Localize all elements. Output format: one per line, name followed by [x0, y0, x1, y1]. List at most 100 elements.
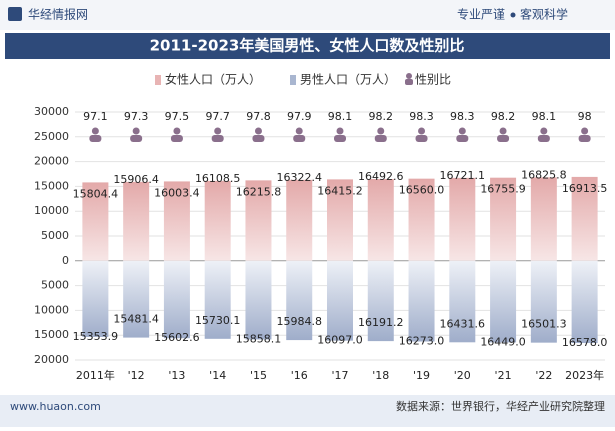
ratio-icon-part: [497, 135, 510, 142]
ratio-icon-part: [214, 127, 222, 135]
data-label: 16191.2: [358, 316, 404, 329]
ratio-icon-part: [540, 127, 548, 135]
x-tick-label: '20: [454, 369, 471, 382]
ratio-icon-part: [89, 135, 102, 142]
data-label: 16003.4: [154, 186, 200, 199]
ratio-icon-part: [458, 127, 466, 135]
slogan: 客观科学: [520, 7, 568, 22]
data-label: 16322.4: [276, 171, 322, 184]
data-label: 15481.4: [113, 313, 159, 326]
data-label: 16913.5: [562, 182, 608, 195]
data-label: 16560.0: [399, 184, 445, 197]
legend-swatch: [155, 75, 161, 85]
logo: [8, 7, 22, 21]
ratio-icon: [211, 127, 224, 142]
ratio-icon-part: [130, 135, 143, 142]
ratio-icon: [89, 127, 102, 142]
y-tick-label: 15000: [34, 328, 69, 341]
website: www.huaon.com: [10, 400, 101, 413]
y-tick-label: 20000: [34, 155, 69, 168]
data-label: 97.3: [124, 110, 149, 123]
x-tick-label: '19: [413, 369, 430, 382]
y-tick-label: 30000: [34, 105, 69, 118]
ratio-icon: [456, 127, 469, 142]
data-label: 16578.0: [562, 336, 608, 349]
footer-bar: [0, 395, 615, 427]
y-tick-label: 25000: [34, 130, 69, 143]
legend-icon: [405, 79, 413, 85]
ratio-icon: [334, 127, 346, 142]
data-label: 16721.1: [440, 169, 486, 182]
bar: [449, 177, 476, 261]
bar: [327, 179, 353, 261]
data-label: 15353.9: [73, 330, 119, 343]
bar: [367, 260, 394, 342]
bar: [163, 260, 190, 339]
ratio-icon: [252, 127, 265, 142]
y-tick-label: 5000: [41, 279, 69, 292]
data-label: 98.2: [491, 110, 516, 123]
x-tick-label: '18: [372, 369, 389, 382]
ratio-icon: [497, 127, 510, 142]
y-tick-label: 10000: [34, 204, 69, 217]
bar: [123, 260, 150, 338]
x-tick-label: '15: [250, 369, 267, 382]
chart-title: 2011-2023年美国男性、女性人口数及性别比: [150, 37, 465, 55]
ratio-icon: [415, 127, 428, 142]
ratio-icon-part: [374, 135, 387, 142]
data-label: 97.9: [287, 110, 312, 123]
y-tick-label: 15000: [34, 179, 69, 192]
x-tick-label: '13: [168, 369, 185, 382]
x-tick-label: '17: [331, 369, 348, 382]
bar: [490, 260, 517, 343]
legend-swatch: [290, 75, 296, 85]
ratio-icon-part: [537, 135, 550, 142]
data-label: 98.1: [328, 110, 353, 123]
data-label: 16108.5: [195, 172, 241, 185]
ratio-icon: [170, 127, 183, 142]
ratio-icon: [578, 127, 591, 142]
x-tick-label: '12: [128, 369, 145, 382]
ratio-icon: [130, 127, 143, 142]
bar: [204, 260, 231, 339]
y-tick-label: 5000: [41, 229, 69, 242]
bar: [449, 260, 476, 343]
data-label: 16431.6: [440, 317, 486, 330]
ratio-icon-part: [334, 135, 346, 142]
y-tick-label: 10000: [34, 303, 69, 316]
legend-label: 男性人口（万人）: [300, 73, 396, 87]
bar: [286, 260, 313, 341]
bar: [327, 260, 353, 341]
data-label: 16501.3: [521, 318, 567, 331]
ratio-icon-part: [211, 135, 224, 142]
data-label: 16825.8: [521, 168, 567, 181]
bar: [245, 260, 272, 340]
ratio-icon-part: [456, 135, 469, 142]
ratio-icon-part: [173, 127, 181, 135]
data-label: 15984.8: [276, 315, 322, 328]
bar: [245, 180, 272, 261]
y-tick-label: 20000: [34, 353, 69, 366]
ratio-icon: [537, 127, 550, 142]
ratio-icon-part: [132, 127, 140, 135]
bar: [571, 260, 598, 344]
legend-label: 性别比: [415, 73, 451, 87]
bar: [490, 177, 517, 261]
ratio-icon-part: [418, 127, 426, 135]
ratio-icon-part: [91, 127, 99, 135]
data-label: 15730.1: [195, 314, 241, 327]
data-label: 97.7: [205, 110, 230, 123]
ratio-icon: [293, 127, 306, 142]
data-label: 97.8: [246, 110, 271, 123]
x-tick-label: 2023年: [565, 368, 604, 382]
ratio-icon-part: [170, 135, 183, 142]
ratio-icon-part: [252, 135, 265, 142]
bar: [408, 178, 435, 261]
ratio-icon-part: [415, 135, 428, 142]
bar: [163, 181, 190, 261]
bar: [82, 182, 109, 261]
x-tick-label: '16: [291, 369, 308, 382]
x-tick-label: '22: [535, 369, 552, 382]
ratio-icon: [374, 127, 387, 142]
ratio-icon-part: [295, 127, 303, 135]
